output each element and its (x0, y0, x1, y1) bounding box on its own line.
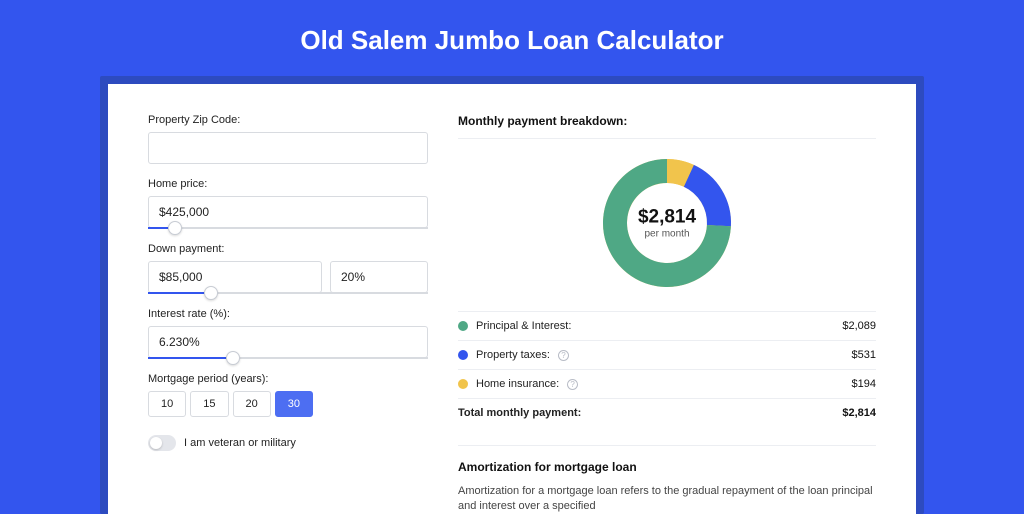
row-value: $194 (852, 378, 876, 390)
swatch-insurance (458, 379, 468, 389)
row-value: $2,089 (842, 320, 876, 332)
down-payment-percent-input[interactable] (330, 261, 428, 293)
interest-rate-field: Interest rate (%): (148, 308, 428, 359)
card-shadow: Property Zip Code: Home price: Down paym… (100, 76, 924, 514)
breakdown-header: Monthly payment breakdown: (458, 114, 876, 139)
home-price-slider[interactable] (148, 227, 428, 229)
mortgage-period-buttons: 10 15 20 30 (148, 391, 428, 417)
donut-amount: $2,814 (638, 207, 696, 229)
slider-thumb[interactable] (226, 351, 240, 365)
mortgage-period-field: Mortgage period (years): 10 15 20 30 (148, 373, 428, 417)
donut-chart: $2,814 per month (597, 153, 737, 293)
page-title: Old Salem Jumbo Loan Calculator (0, 0, 1024, 76)
swatch-principal (458, 321, 468, 331)
zip-input[interactable] (148, 132, 428, 164)
donut-sub: per month (638, 229, 696, 240)
down-payment-slider[interactable] (148, 292, 428, 294)
period-btn-30[interactable]: 30 (275, 391, 313, 417)
slider-thumb[interactable] (204, 286, 218, 300)
mortgage-period-label: Mortgage period (years): (148, 373, 428, 385)
veteran-toggle[interactable] (148, 435, 176, 451)
total-label: Total monthly payment: (458, 407, 581, 419)
row-label: Home insurance: (476, 378, 559, 390)
row-value: $531 (852, 349, 876, 361)
amortization-header: Amortization for mortgage loan (458, 445, 876, 474)
breakdown-row-principal: Principal & Interest: $2,089 (458, 311, 876, 340)
slider-thumb[interactable] (168, 221, 182, 235)
period-btn-15[interactable]: 15 (190, 391, 228, 417)
breakdown-panel: Monthly payment breakdown: $2 (458, 114, 876, 514)
veteran-toggle-row: I am veteran or military (148, 435, 428, 451)
form-panel: Property Zip Code: Home price: Down paym… (148, 114, 428, 514)
calculator-card: Property Zip Code: Home price: Down paym… (108, 84, 916, 514)
row-label: Property taxes: (476, 349, 550, 361)
breakdown-row-total: Total monthly payment: $2,814 (458, 398, 876, 427)
veteran-label: I am veteran or military (184, 437, 296, 449)
swatch-taxes (458, 350, 468, 360)
info-icon[interactable]: ? (558, 350, 569, 361)
down-payment-label: Down payment: (148, 243, 428, 255)
home-price-label: Home price: (148, 178, 428, 190)
row-label: Principal & Interest: (476, 320, 571, 332)
zip-field: Property Zip Code: (148, 114, 428, 164)
interest-rate-input[interactable] (148, 326, 428, 358)
period-btn-10[interactable]: 10 (148, 391, 186, 417)
breakdown-row-insurance: Home insurance: ? $194 (458, 369, 876, 398)
down-payment-input[interactable] (148, 261, 322, 293)
info-icon[interactable]: ? (567, 379, 578, 390)
donut-wrap: $2,814 per month (458, 139, 876, 311)
period-btn-20[interactable]: 20 (233, 391, 271, 417)
amortization-text: Amortization for a mortgage loan refers … (458, 484, 876, 514)
down-payment-field: Down payment: (148, 243, 428, 294)
donut-center: $2,814 per month (638, 207, 696, 240)
interest-rate-label: Interest rate (%): (148, 308, 428, 320)
home-price-input[interactable] (148, 196, 428, 228)
total-value: $2,814 (842, 407, 876, 419)
interest-rate-slider[interactable] (148, 357, 428, 359)
breakdown-row-taxes: Property taxes: ? $531 (458, 340, 876, 369)
zip-label: Property Zip Code: (148, 114, 428, 126)
home-price-field: Home price: (148, 178, 428, 229)
toggle-knob (150, 437, 162, 449)
